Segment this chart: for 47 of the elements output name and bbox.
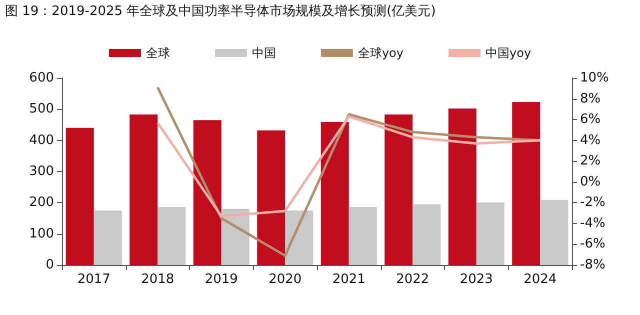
legend-label: 全球 bbox=[146, 46, 170, 60]
x-tick-label: 2018 bbox=[141, 272, 174, 287]
y2-tick-label: -8% bbox=[580, 258, 606, 272]
legend-label: 中国yoy bbox=[486, 46, 532, 60]
x-tick-label: 2024 bbox=[524, 272, 557, 287]
x-tick-label: 2022 bbox=[396, 272, 430, 287]
y2-tick-label: 0% bbox=[580, 174, 601, 190]
x-tick-label: 2020 bbox=[268, 272, 302, 287]
bar bbox=[193, 120, 222, 265]
y2-tick-label: -2% bbox=[580, 195, 606, 210]
y-tick-label: 400 bbox=[29, 132, 54, 148]
bar bbox=[66, 128, 94, 265]
chart-title: 图 19：2019-2025 年全球及中国功率半导体市场规模及增长预测(亿美元) bbox=[5, 3, 436, 19]
x-tick-label: 2023 bbox=[460, 272, 493, 287]
y-tick-label: 100 bbox=[29, 226, 54, 242]
legend-label: 中国 bbox=[252, 46, 276, 60]
bar bbox=[540, 200, 568, 265]
bar bbox=[348, 207, 377, 265]
bar bbox=[94, 210, 122, 265]
bar bbox=[130, 114, 158, 265]
bar bbox=[476, 202, 504, 265]
y-tick-label: 600 bbox=[29, 70, 54, 86]
x-tick-label: 2019 bbox=[204, 272, 238, 287]
bar bbox=[158, 207, 186, 265]
y2-tick-label: -6% bbox=[580, 236, 606, 252]
y2-tick-label: 8% bbox=[580, 91, 601, 106]
x-tick-label: 2021 bbox=[332, 272, 366, 287]
y2-tick-label: -4% bbox=[580, 216, 606, 231]
bar bbox=[384, 114, 413, 265]
bar bbox=[285, 210, 314, 265]
y-tick-label: 300 bbox=[29, 164, 54, 179]
line-series bbox=[156, 115, 542, 218]
bar bbox=[412, 204, 441, 265]
x-tick-label: 2017 bbox=[77, 272, 110, 287]
y2-tick-label: 4% bbox=[580, 132, 601, 148]
y-tick-label: 200 bbox=[29, 195, 54, 210]
y-tick-label: 500 bbox=[29, 102, 54, 117]
y2-tick-label: 2% bbox=[580, 154, 601, 169]
y-tick-label: 0 bbox=[46, 258, 54, 272]
y2-tick-label: 10% bbox=[580, 70, 609, 86]
y2-tick-label: 6% bbox=[580, 112, 601, 128]
legend-label: 全球yoy bbox=[358, 46, 404, 60]
bar bbox=[320, 122, 349, 265]
bar bbox=[221, 208, 250, 265]
bar bbox=[448, 108, 476, 265]
bar bbox=[512, 102, 540, 265]
bar bbox=[257, 130, 286, 265]
